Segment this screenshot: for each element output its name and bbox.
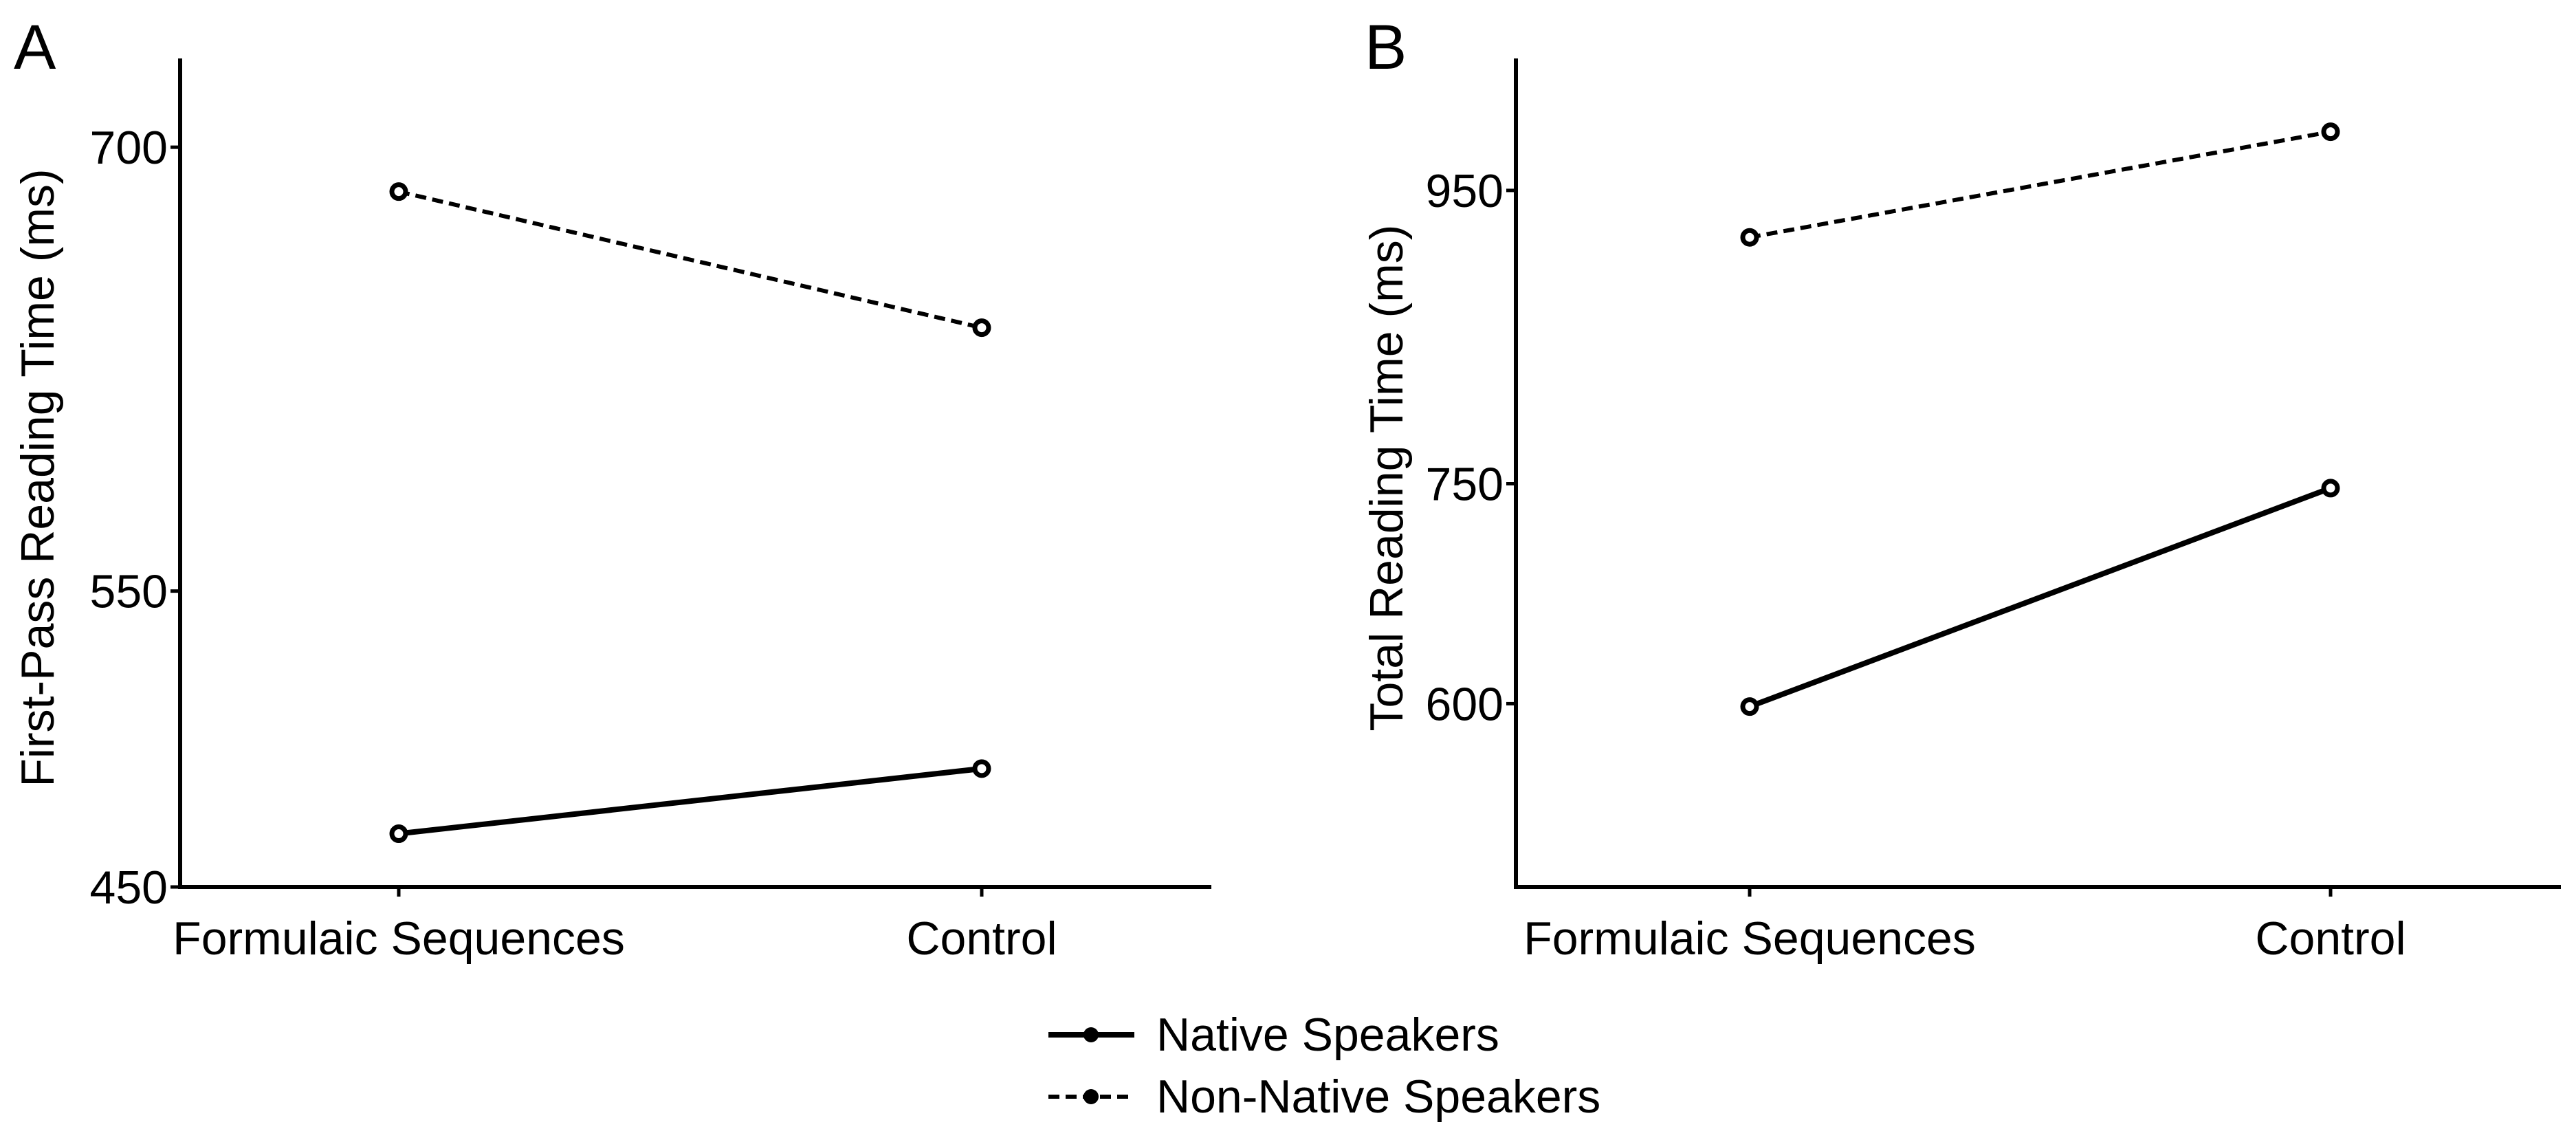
panel-b-point-non-native xyxy=(2321,122,2340,142)
panel-a-y-tick-label: 550 xyxy=(90,566,168,618)
panel-b-axes xyxy=(1514,58,2561,889)
panel-b-point-non-native xyxy=(1740,228,1759,247)
legend-non-native-marker xyxy=(1083,1089,1099,1104)
legend-native-marker xyxy=(1083,1027,1099,1042)
panel-b-x-tick-label: Control xyxy=(2255,912,2406,965)
legend-label-native: Native Speakers xyxy=(1156,1009,1499,1061)
panel-b-letter: B xyxy=(1365,12,1407,83)
panel-a-series xyxy=(389,182,991,844)
panel-a-ticks: 450 550 700 Formulaic Sequences Control xyxy=(90,122,1057,965)
legend-entry-non-native: Non-Native Speakers xyxy=(1048,1071,1600,1123)
panel-a-series-line-native xyxy=(398,765,982,837)
panel-b-point-native xyxy=(1740,697,1759,716)
panel-b: B Total Reading Time (ms) 600 750 950 Formu… xyxy=(1361,12,2561,965)
panel-a-point-non-native xyxy=(389,182,408,201)
panel-a-letter: A xyxy=(14,12,56,83)
panel-b-series-line-native xyxy=(1748,485,2332,710)
panel-a-y-axis-title: First-Pass Reading Time (ms) xyxy=(12,168,64,787)
panel-a-y-tick-label: 450 xyxy=(90,862,168,914)
legend-label-non-native: Non-Native Speakers xyxy=(1156,1071,1600,1123)
panel-a: A First-Pass Reading Time (ms) 450 550 700… xyxy=(12,12,1211,965)
panel-b-point-native xyxy=(2321,479,2340,498)
legend-entry-native: Native Speakers xyxy=(1048,1009,1499,1061)
panel-b-series-line-non-native xyxy=(1749,129,2331,240)
panel-a-y-tick-label: 700 xyxy=(90,122,168,174)
panel-a-point-native xyxy=(389,824,408,844)
panel-b-y-tick-label: 750 xyxy=(1426,458,1504,510)
panel-b-y-axis-title: Total Reading Time (ms) xyxy=(1361,225,1413,732)
panel-b-y-tick-label: 600 xyxy=(1426,678,1504,730)
panel-a-point-non-native xyxy=(972,318,991,338)
panel-b-ticks: 600 750 950 Formulaic Sequences Control xyxy=(1426,165,2406,965)
legend: Native Speakers Non-Native Speakers xyxy=(1048,1009,1600,1123)
panel-b-x-tick-label: Formulaic Sequences xyxy=(1523,912,1976,965)
panel-a-axes xyxy=(178,58,1211,889)
panel-a-series-line-non-native xyxy=(398,189,982,330)
panel-a-x-tick-label: Formulaic Sequences xyxy=(173,912,625,965)
panel-b-y-tick-label: 950 xyxy=(1426,165,1504,217)
panel-a-x-tick-label: Control xyxy=(906,912,1057,965)
panel-a-point-native xyxy=(972,759,991,778)
panel-b-series xyxy=(1740,122,2340,716)
